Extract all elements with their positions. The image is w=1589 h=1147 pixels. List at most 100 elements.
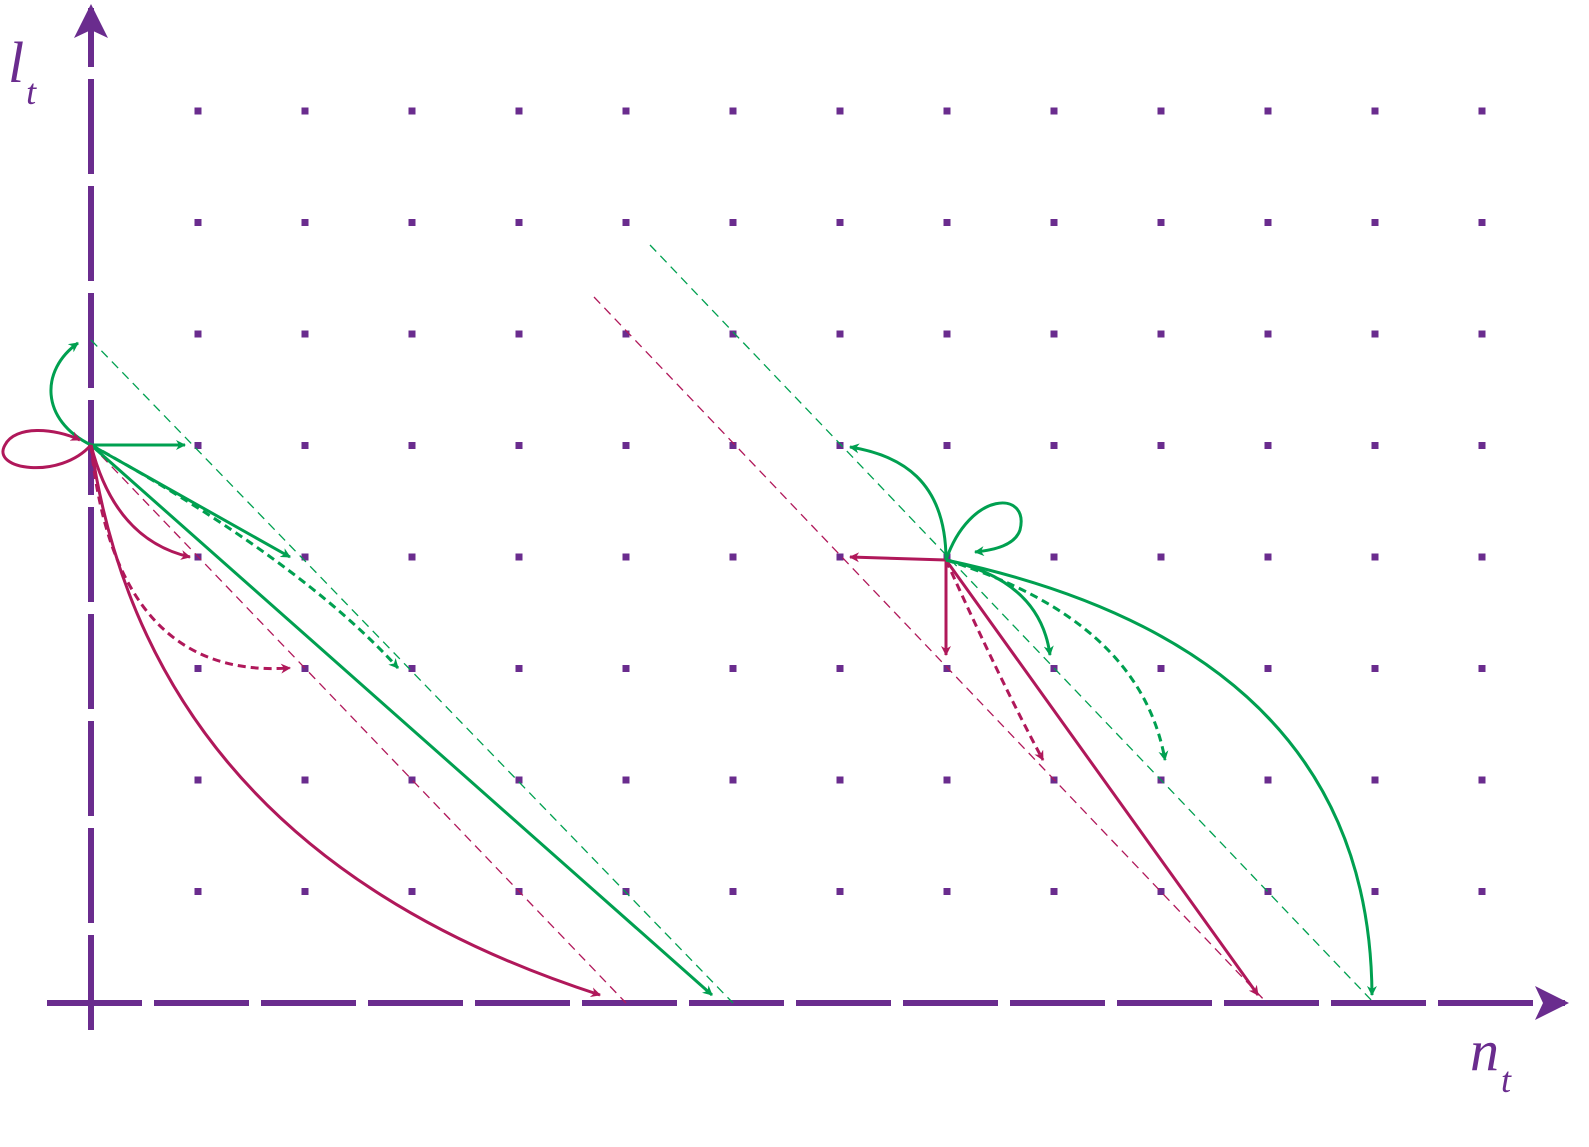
grid-dot [1478,219,1486,226]
arrows-left [1,341,713,997]
grid-dot [408,330,416,338]
grid-dot [729,442,737,449]
grid-dot [729,219,737,226]
grid-dot [622,776,630,784]
grid-dot [1264,330,1272,338]
grid-dot [1264,553,1272,561]
grid-dot [1478,553,1486,561]
grid-dot [836,330,844,338]
grid-dot [1157,665,1165,672]
grid-dot [408,442,416,449]
x-label-main: n [1470,1018,1499,1083]
grid-dot [515,219,523,226]
grid-dot [836,107,844,115]
grid-dot [408,219,416,226]
grid-dot [1157,219,1165,226]
grid-dot [1478,776,1486,784]
grid-dot [943,776,951,784]
grid-dot [301,330,309,338]
grid-dot [622,888,630,895]
grid-dot [622,219,630,226]
grid-dot [1478,665,1486,672]
grid-dot [1478,888,1486,895]
grid-dot [729,107,737,115]
grid-dot [836,888,844,895]
grid-dot [1157,553,1165,561]
grid-dot [194,665,202,672]
grid-dot [1050,888,1058,895]
grid-dot [729,776,737,784]
grid-dot [515,665,523,672]
grid-dot [1371,219,1379,226]
grid-dot [301,107,309,115]
grid-dot [1371,442,1379,449]
grid-dot [408,665,416,672]
grid-dot [836,776,844,784]
grid-dot [1264,665,1272,672]
grid-dot [1157,442,1165,449]
grid-dot [1050,330,1058,338]
x-label-sub: t [1501,1060,1512,1100]
grid-dot [1371,553,1379,561]
grid-dot [943,107,951,115]
grid-dot [408,888,416,895]
grid-dot [1371,665,1379,672]
grid-dot [1050,553,1058,561]
grid-dot [1264,442,1272,449]
grid-dot [1264,107,1272,115]
grid-dot [515,553,523,561]
grid-dot [1050,219,1058,226]
grid-dot [729,553,737,561]
grid-dot [194,776,202,784]
grid-dot [194,107,202,115]
grid-dot [1478,330,1486,338]
grid-dot [194,442,202,449]
grid-dot [301,888,309,895]
grid-dot [515,442,523,449]
grid-dot [408,107,416,115]
grid-dot [943,665,951,672]
grid-dot [194,888,202,895]
grid-dot [1050,107,1058,115]
grid-dot [1371,330,1379,338]
grid-dot [515,107,523,115]
grid-dots [194,107,1486,895]
grid-dot [729,888,737,895]
y-label-main: l [8,30,24,95]
grid-dot [408,776,416,784]
grid-dot [1264,776,1272,784]
grid-dot [836,665,844,672]
grid-dot [836,219,844,226]
y-label-sub: t [26,72,37,112]
x-axis-label: nt [1470,1018,1512,1100]
grid-dot [622,442,630,449]
grid-dot [301,442,309,449]
grid-dot [1157,888,1165,895]
grid-dot [301,219,309,226]
grid-dot [1050,442,1058,449]
grid-dot [1371,776,1379,784]
grid-dot [408,553,416,561]
grid-dot [515,330,523,338]
grid-dot [1371,107,1379,115]
grid-dot [729,665,737,672]
grid-dot [194,219,202,226]
grid-dot [301,665,309,672]
guide-lines [90,244,1375,1004]
grid-dot [943,442,951,449]
grid-dot [622,330,630,338]
grid-dot [622,553,630,561]
grid-dot [1157,330,1165,338]
grid-dot [622,107,630,115]
grid-dot [943,330,951,338]
grid-dot [301,553,309,561]
grid-dot [622,665,630,672]
grid-dot [729,330,737,338]
grid-dot [515,776,523,784]
grid-dot [1478,442,1486,449]
grid-dot [836,442,844,449]
grid-dot [943,888,951,895]
grid-dot [943,219,951,226]
